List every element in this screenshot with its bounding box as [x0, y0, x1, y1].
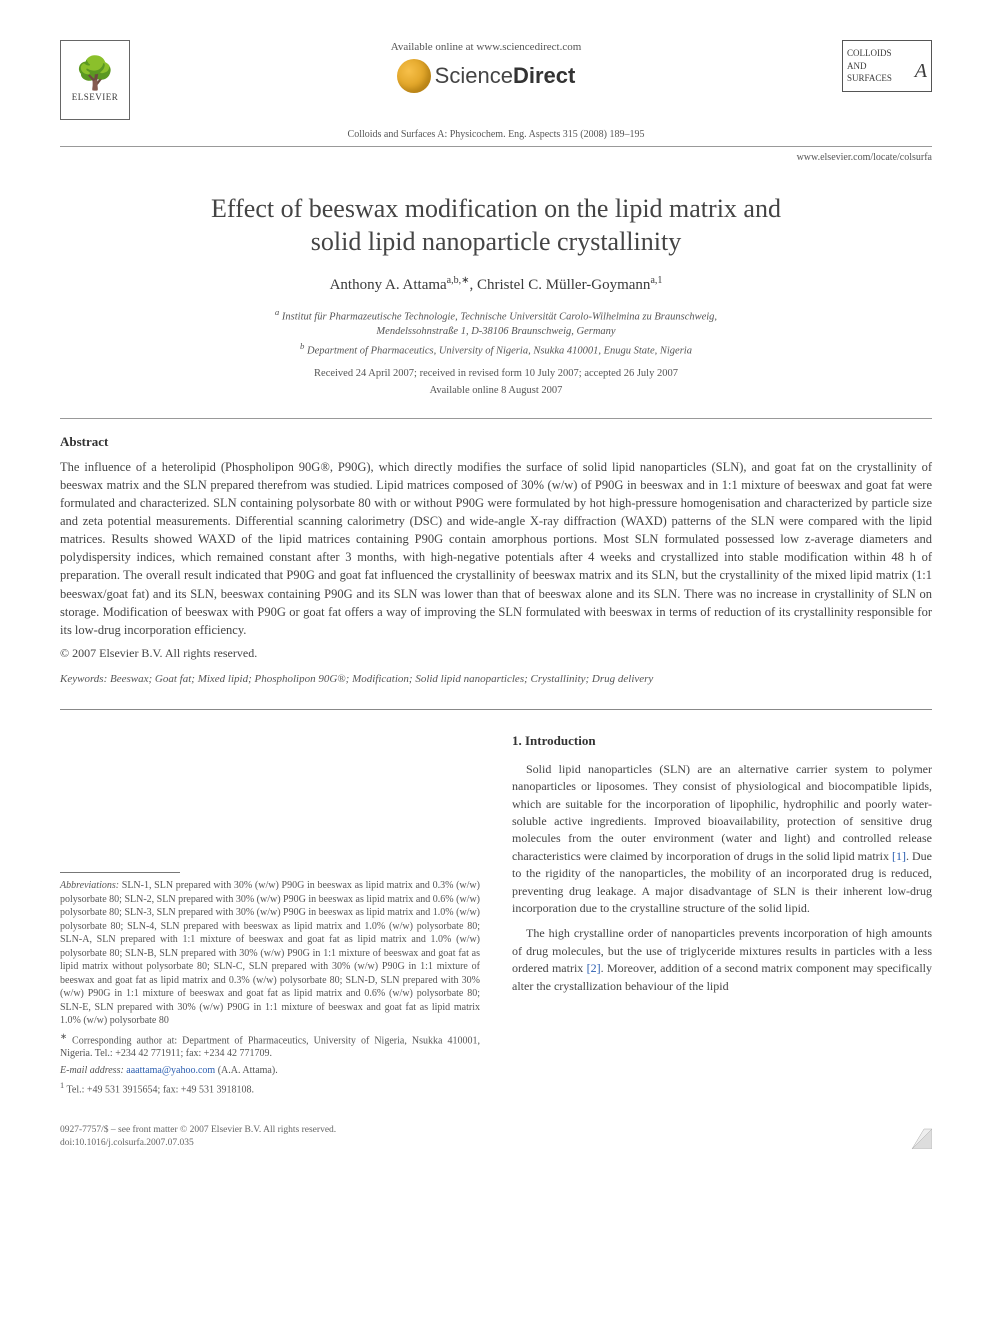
corresponding-author-footnote: ∗ Corresponding author at: Department of… — [60, 1031, 480, 1061]
citation-2[interactable]: [2] — [587, 961, 601, 975]
footer-right — [862, 1127, 932, 1149]
author-1-sup: a,b,∗ — [447, 275, 470, 286]
keywords-line: Keywords: Beeswax; Goat fat; Mixed lipid… — [60, 672, 932, 687]
center-header: Available online at www.sciencedirect.co… — [130, 40, 842, 99]
page-footer: 0927-7757/$ – see front matter © 2007 El… — [60, 1124, 932, 1149]
keywords-text: Beeswax; Goat fat; Mixed lipid; Phosphol… — [110, 673, 653, 685]
citation-1[interactable]: [1] — [892, 849, 906, 863]
elsevier-tree-icon: 🌳 — [75, 57, 115, 89]
affiliation-a: a Institut für Pharmazeutische Technolog… — [60, 306, 932, 340]
right-column: 1. Introduction Solid lipid nanoparticle… — [512, 732, 932, 1100]
introduction-body: Solid lipid nanoparticles (SLN) are an a… — [512, 761, 932, 995]
author-2: , Christel C. Müller-Goymann — [470, 277, 651, 293]
intro-paragraph-2: The high crystalline order of nanopartic… — [512, 925, 932, 995]
abbrev-label: Abbreviations: — [60, 880, 119, 891]
title-line2: solid lipid nanoparticle crystallinity — [311, 227, 681, 256]
footer-issn: 0927-7757/$ – see front matter © 2007 El… — [60, 1124, 336, 1136]
affiliation-b: b Department of Pharmaceutics, Universit… — [60, 340, 932, 359]
header-row: 🌳 ELSEVIER Available online at www.scien… — [60, 40, 932, 120]
corr-label: ∗ — [60, 1032, 67, 1041]
title-line1: Effect of beeswax modification on the li… — [211, 194, 781, 223]
journal-reference: Colloids and Surfaces A: Physicochem. En… — [60, 128, 932, 142]
intro-p1-a: Solid lipid nanoparticles (SLN) are an a… — [512, 762, 932, 863]
author-2-sup: a,1 — [650, 275, 662, 286]
fn1-footnote: 1 Tel.: +49 531 3915654; fax: +49 531 39… — [60, 1080, 480, 1097]
fn1-text: Tel.: +49 531 3915654; fax: +49 531 3918… — [64, 1085, 254, 1096]
elsevier-label: ELSEVIER — [72, 91, 119, 104]
footer-left: 0927-7757/$ – see front matter © 2007 El… — [60, 1124, 336, 1149]
journal-box-letter: A — [915, 57, 927, 85]
two-column-body: Abbreviations: SLN-1, SLN prepared with … — [60, 732, 932, 1100]
sciencedirect-logo: ScienceDirect — [397, 59, 576, 93]
corr-text: Corresponding author at: Department of P… — [60, 1035, 480, 1060]
keywords-label: Keywords: — [60, 673, 110, 685]
email-suffix: (A.A. Attama). — [215, 1065, 278, 1076]
sd-text-part1: Science — [435, 63, 513, 88]
corner-fold-icon — [862, 1127, 932, 1149]
abstract-rule-top — [60, 418, 932, 419]
sd-text-part2: Direct — [513, 63, 575, 88]
intro-paragraph-1: Solid lipid nanoparticles (SLN) are an a… — [512, 761, 932, 918]
footnote-rule — [60, 872, 180, 873]
affil-a-text2: Mendelssohnstraße 1, D-38106 Braunschwei… — [376, 326, 615, 337]
footer-doi: doi:10.1016/j.colsurfa.2007.07.035 — [60, 1137, 336, 1149]
email-link[interactable]: aaattama@yahoo.com — [126, 1065, 215, 1076]
authors-line: Anthony A. Attamaa,b,∗, Christel C. Müll… — [60, 274, 932, 296]
sciencedirect-swoosh-icon — [397, 59, 431, 93]
footnotes-block: Abbreviations: SLN-1, SLN prepared with … — [60, 872, 480, 1097]
abbrev-text: SLN-1, SLN prepared with 30% (w/w) P90G … — [60, 880, 480, 1026]
header-rule — [60, 146, 932, 147]
abbreviations-footnote: Abbreviations: SLN-1, SLN prepared with … — [60, 879, 480, 1028]
abstract-body: The influence of a heterolipid (Phosphol… — [60, 458, 932, 639]
sciencedirect-text: ScienceDirect — [435, 61, 576, 92]
abstract-rule-bottom — [60, 709, 932, 710]
available-online-date: Available online 8 August 2007 — [60, 384, 932, 399]
affil-a-text: Institut für Pharmazeutische Technologie… — [279, 312, 717, 323]
affil-b-text: Department of Pharmaceutics, University … — [304, 345, 692, 356]
elsevier-logo: 🌳 ELSEVIER — [60, 40, 130, 120]
journal-logo-box: COLLOIDS AND SURFACES A — [842, 40, 932, 92]
article-title: Effect of beeswax modification on the li… — [60, 193, 932, 258]
introduction-heading: 1. Introduction — [512, 732, 932, 751]
journal-url: www.elsevier.com/locate/colsurfa — [60, 151, 932, 165]
email-label: E-mail address: — [60, 1065, 126, 1076]
abstract-heading: Abstract — [60, 433, 932, 451]
article-dates: Received 24 April 2007; received in revi… — [60, 367, 932, 382]
copyright-line: © 2007 Elsevier B.V. All rights reserved… — [60, 645, 932, 662]
email-footnote: E-mail address: aaattama@yahoo.com (A.A.… — [60, 1064, 480, 1078]
available-online-text: Available online at www.sciencedirect.co… — [130, 40, 842, 55]
left-column: Abbreviations: SLN-1, SLN prepared with … — [60, 732, 480, 1100]
left-spacer — [60, 732, 480, 872]
author-1: Anthony A. Attama — [330, 277, 447, 293]
